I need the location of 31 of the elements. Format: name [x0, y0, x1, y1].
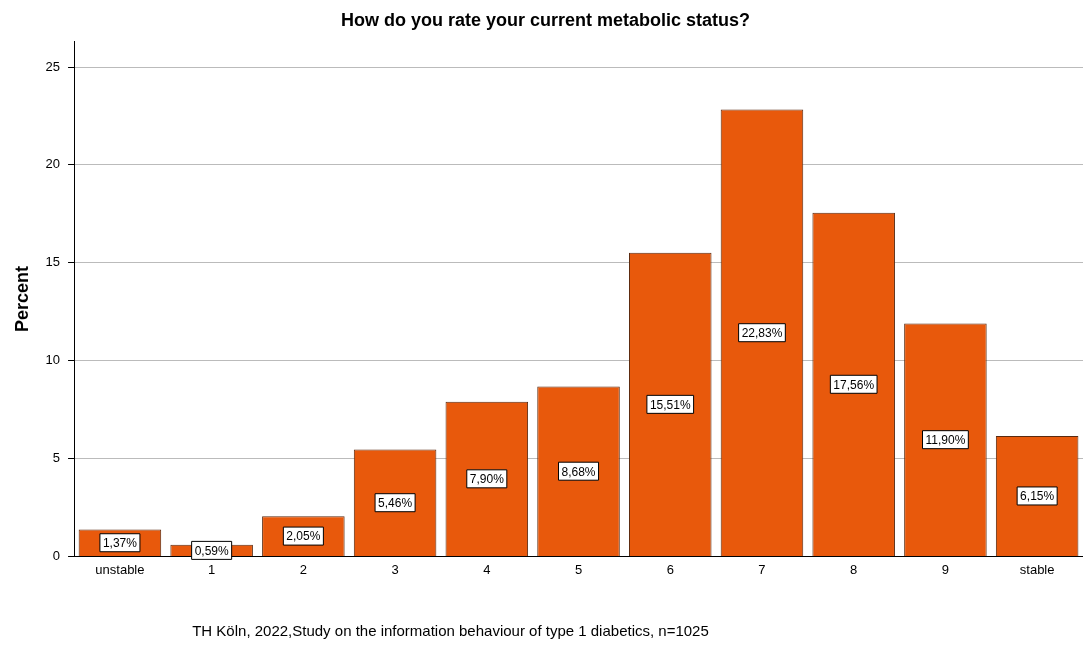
data-label: 15,51% [649, 397, 691, 412]
x-tick-label: 5 [574, 561, 583, 577]
x-tick-label: 4 [483, 561, 491, 577]
data-label: 2,05% [286, 529, 321, 544]
data-label: 6,15% [1020, 489, 1055, 504]
x-tick-label: stable [1019, 561, 1055, 577]
text: TH Köln, 2022,Study on the information behaviour of type 1 diabetics, n=1025 [192, 622, 709, 639]
x-tick-label: 2 [299, 561, 307, 577]
data-label: 7,90% [469, 472, 505, 487]
y-tick-label: 15 [45, 254, 61, 270]
chart-title: How do you rate your current metabolic status? [340, 9, 751, 30]
x-tick-label: 8 [850, 561, 858, 577]
x-tick-label: 7 [758, 561, 766, 577]
y-tick-label: 25 [45, 58, 61, 74]
y-axis-title: Percent [11, 265, 32, 333]
y-tick-label: 10 [45, 352, 61, 368]
data-label: 5,46% [378, 496, 413, 511]
data-label: 8,68% [561, 464, 596, 479]
data-label: 1,37% [102, 536, 138, 551]
x-tick-label: 6 [666, 561, 674, 577]
data-label: 22,83% [741, 326, 783, 341]
y-tick-label: 0 [52, 547, 61, 563]
data-label: 11,90% [925, 433, 966, 447]
x-tick-label: 1 [208, 561, 216, 577]
data-label: 17,56% [833, 377, 875, 392]
y-tick-label: 20 [45, 156, 61, 172]
y-tick-label: 5 [52, 450, 61, 466]
x-tick-label: 9 [941, 561, 950, 577]
x-tick-label: 3 [391, 561, 399, 577]
x-tick-label: unstable [95, 561, 145, 577]
data-label: 0,59% [194, 543, 229, 558]
